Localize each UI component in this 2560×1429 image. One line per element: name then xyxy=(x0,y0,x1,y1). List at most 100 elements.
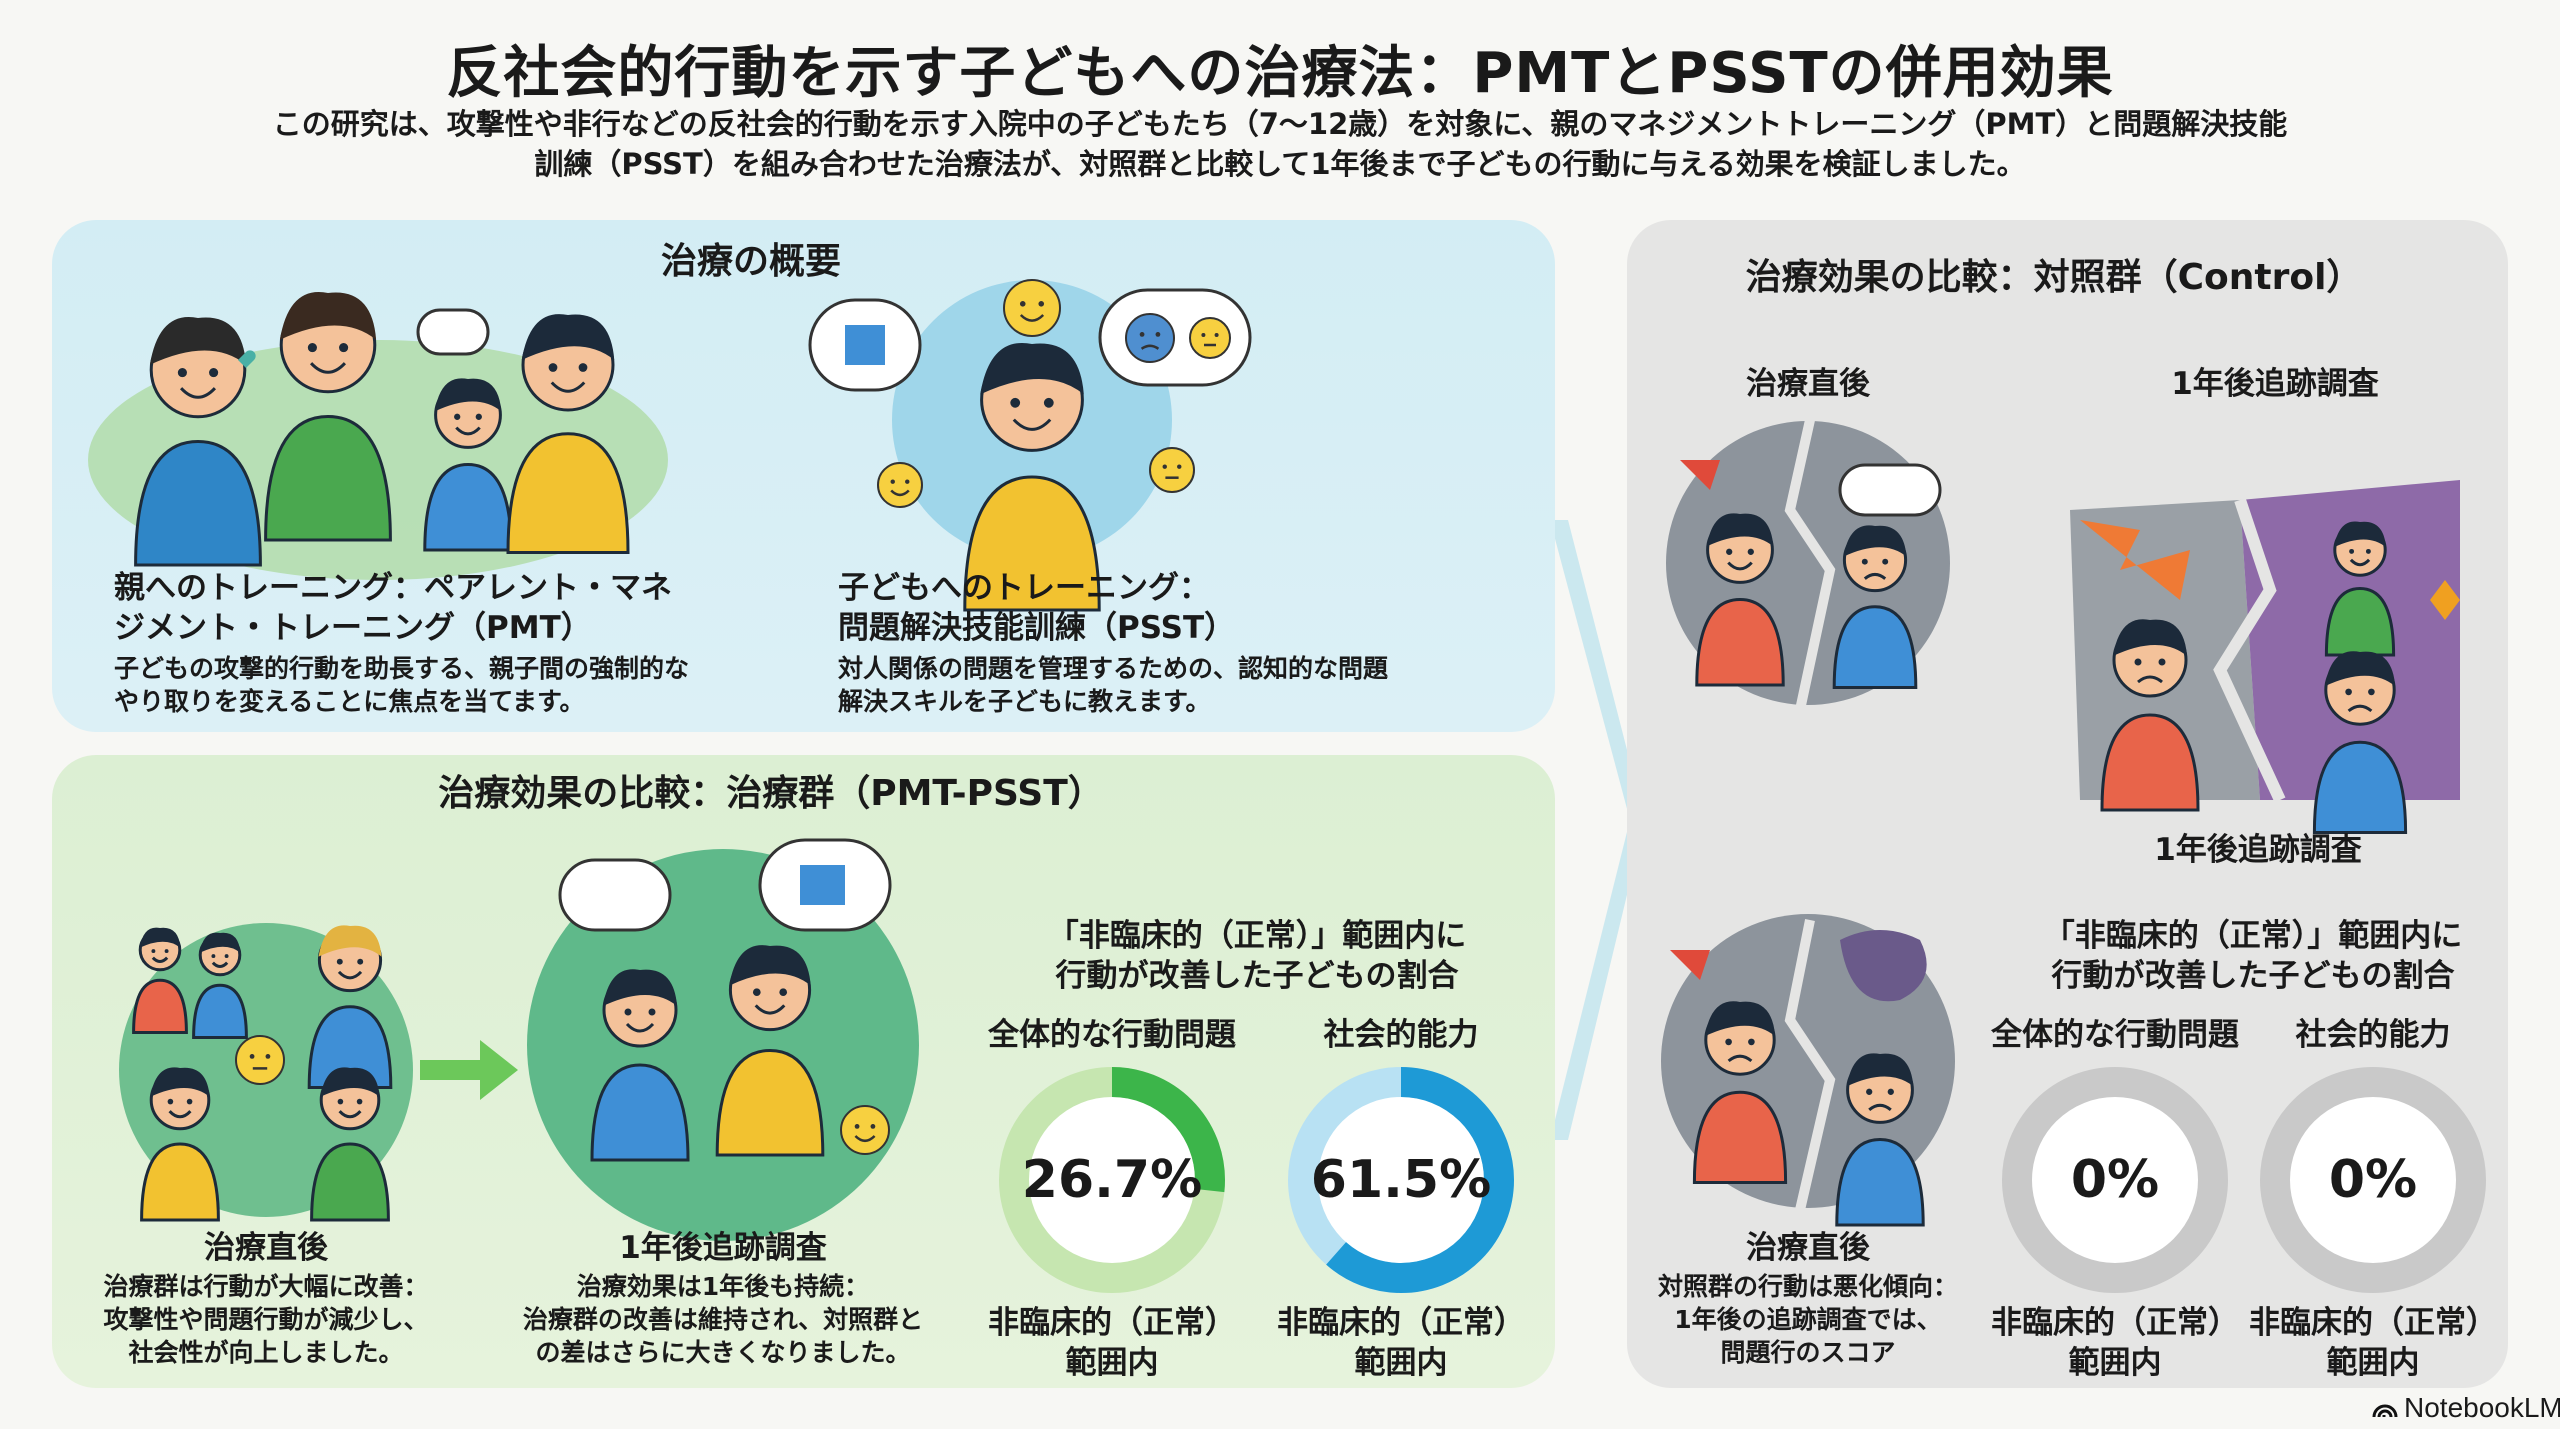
control-conflict-illustration xyxy=(1666,418,1950,712)
desc-line: 治療群の改善は維持され、対照群と xyxy=(522,1305,924,1334)
eye xyxy=(1155,332,1161,337)
face-mouth xyxy=(890,489,910,497)
eye xyxy=(1887,1088,1894,1095)
face-mouth xyxy=(1019,314,1045,322)
person-figure xyxy=(1692,1001,1788,1184)
mouth xyxy=(550,381,586,393)
person-figure xyxy=(1835,1053,1925,1227)
eye xyxy=(1019,301,1026,307)
ring-caption: 範囲内 xyxy=(2068,1345,2162,1381)
ring-center xyxy=(1303,1082,1499,1278)
anger-bubble-icon xyxy=(1680,460,1720,490)
mouth xyxy=(151,956,169,964)
speech-bubble-icon xyxy=(1838,463,1942,517)
person-hair xyxy=(434,378,502,412)
person-figure xyxy=(2100,619,2200,812)
eye xyxy=(752,988,761,997)
mouth xyxy=(1727,1054,1753,1063)
mouth xyxy=(455,426,481,436)
arrow-right-icon xyxy=(420,1040,518,1100)
eye xyxy=(151,949,156,954)
person-hair xyxy=(149,317,247,365)
desc-line: 攻撃性や問題行動が減少し、 xyxy=(103,1305,429,1334)
storm-cloud-icon xyxy=(1840,930,1927,1002)
eye xyxy=(1882,558,1889,565)
mouth xyxy=(310,362,346,374)
speech-bubble-icon xyxy=(416,308,490,356)
pmt-desc-line: 子どもの攻撃的行動を助長する、親子間の強制的な xyxy=(114,654,690,683)
subtitle-line-1: この研究は、攻撃性や非行などの反社会的行動を示す入院中の子どもたち（7〜12歳）… xyxy=(272,107,2288,141)
eye xyxy=(209,368,219,378)
person-body xyxy=(1835,1137,1925,1227)
person-figure xyxy=(715,945,825,1157)
desc-line: 対照群の行動は悪化傾向： xyxy=(1657,1272,1959,1301)
neutral-face-icon xyxy=(235,1035,285,1085)
eye xyxy=(164,949,169,954)
happy-face-icon xyxy=(1003,279,1061,337)
eye xyxy=(211,954,216,959)
ring-center xyxy=(1014,1082,1210,1278)
eye xyxy=(337,1098,344,1105)
ring-value: 0% xyxy=(2328,1150,2418,1210)
eye xyxy=(2134,658,2142,666)
ring-center xyxy=(2017,1082,2213,1278)
treatment-followup-title: 1年後追跡調査 xyxy=(619,1230,827,1266)
mouth xyxy=(168,1110,192,1119)
person-hair xyxy=(521,314,615,360)
person-body xyxy=(264,414,392,542)
desc-line: 1年後の追跡調査では、 xyxy=(1674,1305,1942,1334)
donut-ring xyxy=(2260,1067,2486,1293)
ring-caption: 非臨床的（正常） xyxy=(988,1305,1236,1341)
connector-arrow xyxy=(1550,520,1645,1140)
eye xyxy=(475,413,482,420)
person-hair xyxy=(139,927,181,948)
eye xyxy=(265,1054,271,1059)
ring-label: 社会的能力 xyxy=(1323,1017,1479,1053)
person-figure xyxy=(2312,651,2408,834)
eye xyxy=(177,368,187,378)
mouth xyxy=(211,961,229,969)
pmt-title: 親へのトレーニング：ペアレント・マネ ジメント・トレーニング（PMT） xyxy=(114,568,672,648)
eye xyxy=(905,479,910,484)
eye xyxy=(1861,558,1868,565)
eye xyxy=(454,413,461,420)
psst-desc-line: 対人関係の問題を管理するための、認知的な問題 xyxy=(838,654,1389,683)
desc-line: の差はさらに大きくなりました。 xyxy=(535,1338,911,1367)
control-rings-heading: 「非臨床的（正常）」範囲内に 行動が改善した子どもの割合 xyxy=(2044,916,2463,996)
person-body xyxy=(2100,713,2200,812)
crack-line xyxy=(1784,919,1836,1212)
ring-track xyxy=(2260,1067,2486,1293)
mouth xyxy=(1863,572,1887,580)
anger-bubble-icon xyxy=(1670,950,1710,980)
mouth xyxy=(2347,704,2373,713)
donut-ring xyxy=(999,1067,1225,1293)
heading-line: 行動が改善した子どもの割合 xyxy=(2051,958,2455,994)
emotion-thought-bubble xyxy=(1098,288,1252,387)
person-body xyxy=(2312,740,2408,834)
eye xyxy=(167,1098,174,1105)
eye xyxy=(1177,464,1182,469)
eye xyxy=(2368,688,2375,696)
mouth xyxy=(625,1022,655,1033)
heart-icon xyxy=(238,350,256,368)
eye xyxy=(186,1098,193,1105)
pmt-title-line: ジメント・トレーニング（PMT） xyxy=(114,610,592,646)
pmt-description: 子どもの攻撃的行動を助長する、親子間の強制的な やり取りを変えることに焦点を当て… xyxy=(114,652,689,718)
eye xyxy=(1162,464,1167,469)
mouth xyxy=(180,387,216,399)
eye xyxy=(1725,1038,1732,1046)
psst-description: 対人関係の問題を管理するための、認知的な問題 解決スキルを子どもに教えます。 xyxy=(838,652,1388,718)
eye xyxy=(624,1008,632,1016)
ring-fill xyxy=(999,1067,1225,1293)
control-cracked-illustration xyxy=(2070,480,2460,834)
exclamation-icon xyxy=(2430,580,2460,620)
sad-face-icon xyxy=(1125,313,1175,363)
person-hair xyxy=(980,342,1084,395)
person-body xyxy=(310,1142,390,1222)
treatment-post-illustration xyxy=(119,923,413,1222)
person-hair xyxy=(199,932,241,953)
ring-caption: 範囲内 xyxy=(1065,1345,1159,1381)
eye xyxy=(339,343,349,353)
mouth xyxy=(754,1004,786,1015)
person-hair xyxy=(729,945,811,986)
